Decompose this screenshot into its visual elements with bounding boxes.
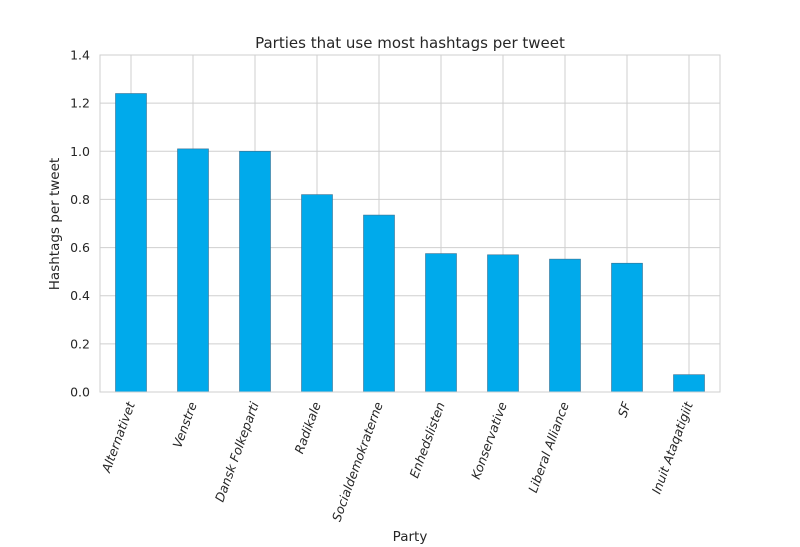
x-tick-labels: Alternativet Venstre Dansk Folkeparti Radik… [98, 399, 696, 523]
plot-frame [99, 54, 721, 393]
bar-socialdemokraterne [363, 214, 395, 393]
x-tick-label: Dansk Folkeparti [212, 399, 262, 504]
bar-alternativet [115, 93, 147, 393]
bar-sf [611, 262, 643, 393]
y-tick-label: 1.0 [70, 144, 90, 159]
bar-venstre [177, 148, 209, 393]
y-tick-label: 1.4 [70, 48, 90, 63]
x-tick-label: Konservative [468, 400, 510, 482]
x-tick-label: Inuit Ataqatigiit [649, 399, 697, 496]
bar-inuit-ataqatigiit [673, 374, 705, 393]
x-axis-label: Party [393, 529, 428, 545]
y-tick-label: 0.8 [70, 192, 90, 207]
x-tick-label: Venstre [169, 400, 200, 450]
bar-radikale [301, 194, 333, 393]
bars [115, 93, 705, 393]
y-tick-label: 1.2 [70, 96, 90, 111]
y-axis-label: Hashtags per tweet [47, 158, 63, 290]
x-tick-label: Radikale [291, 400, 324, 456]
bar-enhedslisten [425, 253, 457, 393]
bar-liberal-alliance [549, 258, 581, 393]
y-tick-label: 0.6 [70, 240, 90, 255]
chart-title: Parties that use most hashtags per tweet [255, 34, 565, 52]
y-tick-label: 0.2 [70, 336, 90, 351]
bar-dansk-folkeparti [239, 150, 271, 393]
x-tick-label: Enhedslisten [406, 400, 447, 480]
x-tick-label: Liberal Alliance [525, 400, 572, 495]
x-tick-label: Socialdemokraterne [329, 400, 386, 524]
bar-konservative [487, 254, 519, 393]
y-tick-labels: 0.0 0.2 0.4 0.6 0.8 1.0 1.2 1.4 [70, 48, 90, 400]
y-tick-label: 0.0 [70, 385, 90, 400]
y-tick-label: 0.4 [70, 288, 90, 303]
x-tick-label: SF [615, 399, 635, 419]
x-tick-label: Alternativet [98, 399, 138, 475]
